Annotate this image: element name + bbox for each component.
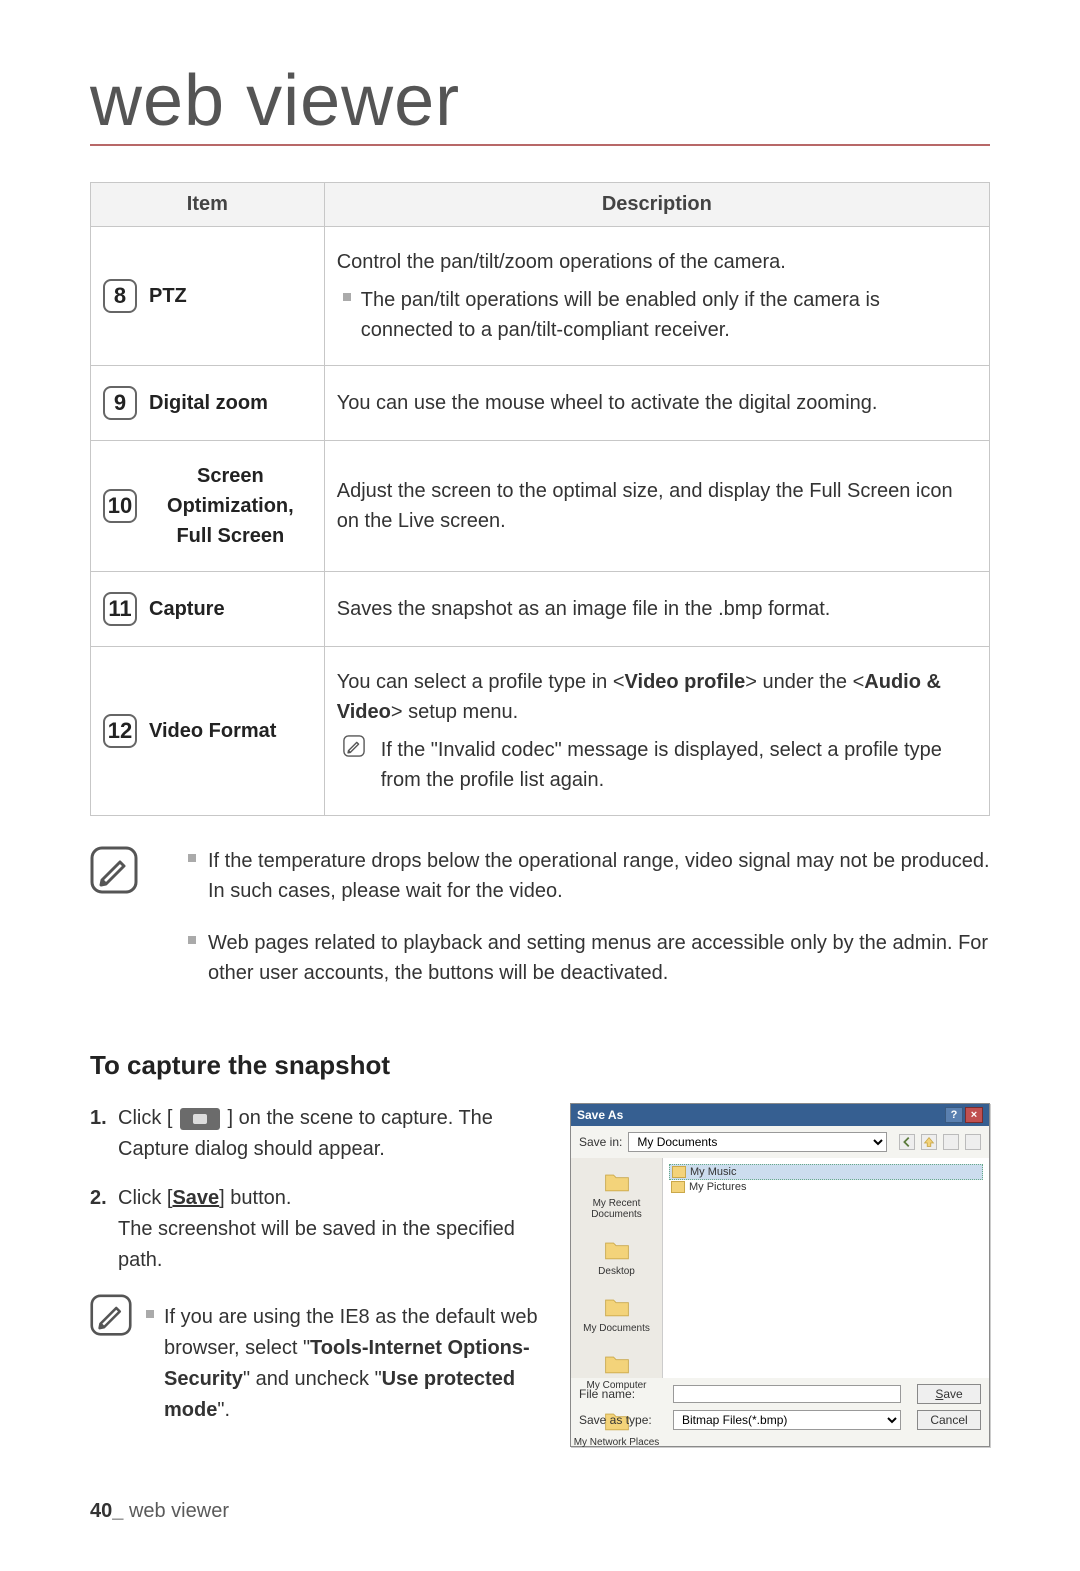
save-button[interactable]: SSaveave [917,1384,981,1404]
file-list[interactable]: My Music My Pictures [663,1158,989,1378]
desc-note-text: If the "Invalid codec" message is displa… [381,735,977,795]
step-item: Click [ ] on the scene to capture. The C… [90,1103,546,1165]
filetype-select[interactable]: Bitmap Files(*.bmp) [673,1410,901,1430]
savein-select[interactable]: My Documents [628,1132,887,1152]
section-heading: To capture the snapshot [90,1050,990,1081]
steps-list: Click [ ] on the scene to capture. The C… [90,1103,546,1276]
sidebar-item-desktop[interactable]: Desktop [571,1230,662,1287]
item-number: 8 [103,279,137,313]
sidebar-item-network[interactable]: My Network Places [571,1401,662,1458]
bullet-icon [188,936,196,944]
filetype-label: Save as type: [579,1413,665,1427]
table-row: 9 Digital zoom You can use the mouse whe… [91,366,990,441]
filename-input[interactable] [673,1385,901,1403]
camera-icon [180,1108,220,1130]
close-button[interactable]: × [965,1107,983,1123]
dialog-title: Save As [577,1108,623,1122]
th-item: Item [91,183,325,227]
note-icon [90,846,138,894]
items-table: Item Description 8 PTZ Control the pan/t… [90,182,990,816]
item-number: 11 [103,592,137,626]
note-text: Web pages related to playback and settin… [208,928,990,988]
savein-label: Save in: [579,1135,622,1149]
step-item: Click [Save] button. The screenshot will… [90,1183,546,1276]
item-name: Capture [149,594,225,624]
desc-bullet-text: The pan/tilt operations will be enabled … [361,285,977,345]
desc-text: Control the pan/tilt/zoom operations of … [337,247,977,277]
table-row: 11 Capture Saves the snapshot as an imag… [91,572,990,647]
bullet-icon [188,854,196,862]
bullet-icon [146,1310,154,1318]
notes-block: If the temperature drops below the opera… [90,846,990,1010]
item-name: Digital zoom [149,388,268,418]
note-icon [343,735,365,757]
back-icon[interactable] [899,1134,915,1150]
item-name: Screen Optimization, Full Screen [149,461,312,551]
table-row: 8 PTZ Control the pan/tilt/zoom operatio… [91,227,990,366]
new-folder-icon[interactable] [943,1134,959,1150]
views-icon[interactable] [965,1134,981,1150]
sidebar-item-recent[interactable]: My Recent Documents [571,1162,662,1230]
tip-text: If you are using the IE8 as the default … [164,1302,546,1426]
desc-text: You can select a profile type in <Video … [337,667,977,727]
places-sidebar: My Recent Documents Desktop My Documents… [571,1158,663,1378]
item-number: 9 [103,386,137,420]
note-icon [90,1294,132,1336]
table-row: 10 Screen Optimization, Full Screen Adju… [91,441,990,572]
item-name: Video Format [149,716,276,746]
folder-icon [671,1181,685,1193]
item-name: PTZ [149,281,187,311]
page-footer: 40_ web viewer [90,1500,229,1523]
bullet-icon [343,293,351,301]
help-button[interactable]: ? [945,1107,963,1123]
save-as-dialog: Save As ? × Save in: My Documents [570,1103,990,1447]
item-number: 12 [103,714,137,748]
folder-item[interactable]: My Music [669,1164,983,1180]
desc-text: Saves the snapshot as an image file in t… [324,572,989,647]
desc-text: Adjust the screen to the optimal size, a… [324,441,989,572]
sidebar-item-documents[interactable]: My Documents [571,1287,662,1344]
cancel-button[interactable]: Cancel [917,1410,981,1430]
filename-label: File name: [579,1387,665,1401]
note-text: If the temperature drops below the opera… [208,846,990,906]
folder-item[interactable]: My Pictures [669,1180,983,1194]
th-desc: Description [324,183,989,227]
table-row: 12 Video Format You can select a profile… [91,647,990,816]
up-icon[interactable] [921,1134,937,1150]
desc-text: You can use the mouse wheel to activate … [324,366,989,441]
dialog-titlebar: Save As ? × [571,1104,989,1126]
folder-icon [672,1166,686,1178]
page-title: web viewer [90,60,990,146]
item-number: 10 [103,489,137,523]
